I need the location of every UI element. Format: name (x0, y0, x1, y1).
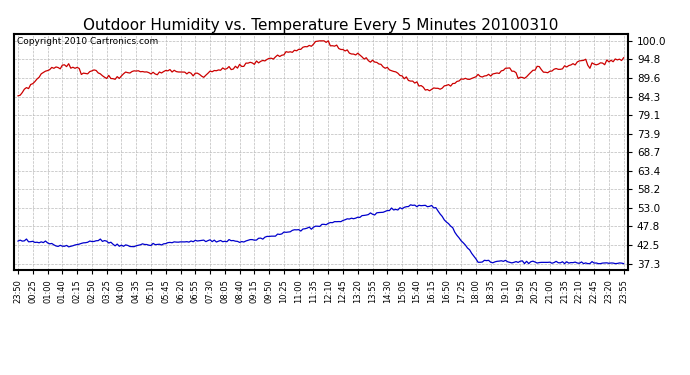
Text: Copyright 2010 Cartronics.com: Copyright 2010 Cartronics.com (17, 37, 158, 46)
Title: Outdoor Humidity vs. Temperature Every 5 Minutes 20100310: Outdoor Humidity vs. Temperature Every 5… (83, 18, 558, 33)
